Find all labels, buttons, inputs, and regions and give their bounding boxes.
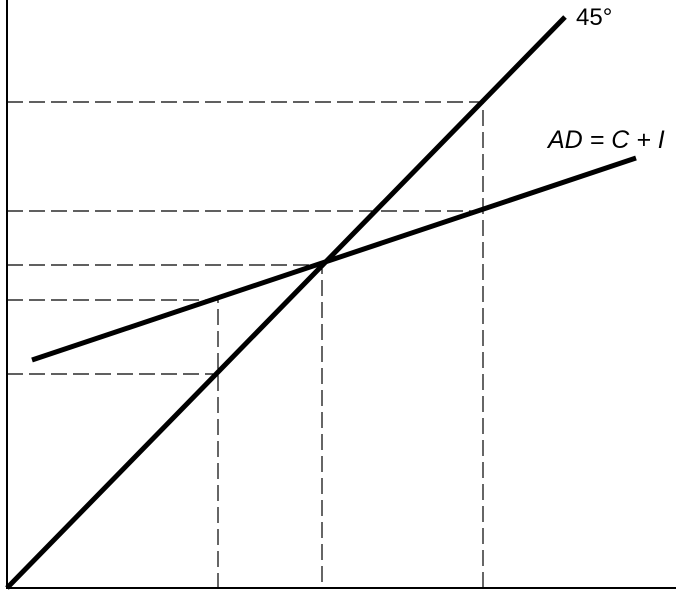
guide-line: [7, 299, 219, 588]
label-45: 45°: [576, 4, 612, 31]
label-ad: AD = C + I: [546, 126, 665, 154]
line-ad: [31, 155, 637, 363]
line-45: [5, 15, 567, 590]
